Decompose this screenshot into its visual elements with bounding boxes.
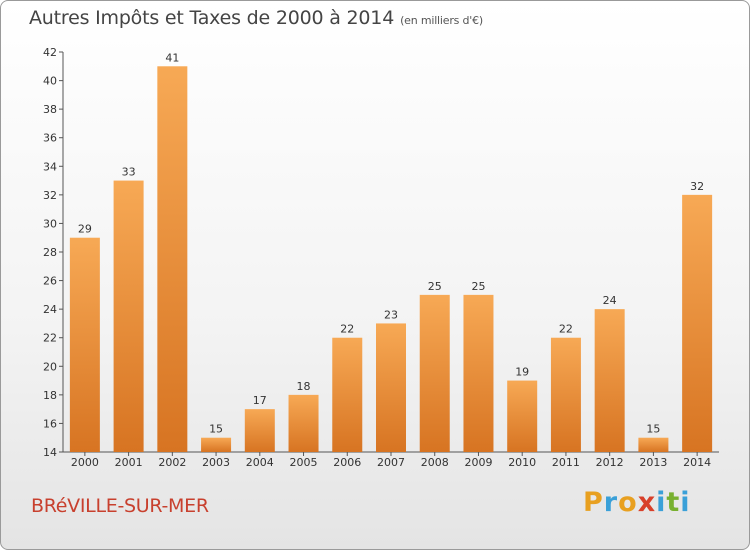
x-tick-label: 2005	[290, 456, 318, 469]
y-tick-label: 18	[43, 389, 57, 402]
x-tick-label: 2012	[596, 456, 624, 469]
bar-value-label: 22	[340, 323, 354, 336]
x-tick-label: 2013	[639, 456, 667, 469]
y-tick-label: 16	[43, 417, 57, 430]
bar-value-label: 25	[428, 280, 442, 293]
bar-value-label: 22	[559, 323, 573, 336]
y-tick-label: 40	[43, 75, 57, 88]
logo-letter: i	[680, 487, 691, 518]
y-tick-label: 22	[43, 332, 57, 345]
y-tick-label: 36	[43, 132, 57, 145]
bar-value-label: 33	[122, 166, 136, 179]
y-tick-label: 28	[43, 246, 57, 259]
bar	[550, 337, 581, 452]
x-tick-label: 2000	[71, 456, 99, 469]
y-tick-label: 14	[43, 446, 57, 459]
y-tick-label: 24	[43, 303, 57, 316]
x-tick-label: 2014	[683, 456, 711, 469]
y-tick-label: 30	[43, 217, 57, 230]
bar-value-label: 17	[253, 394, 267, 407]
bar-value-label: 15	[646, 423, 660, 436]
bar-value-label: 25	[471, 280, 485, 293]
bar-value-label: 24	[603, 294, 617, 307]
commune-name: BRéVILLE-SUR-MER	[31, 495, 209, 517]
bar	[332, 337, 363, 452]
bar	[419, 294, 450, 452]
bar-value-label: 41	[165, 51, 179, 64]
y-tick-label: 34	[43, 160, 57, 173]
bar-value-label: 32	[690, 180, 704, 193]
y-tick-label: 32	[43, 189, 57, 202]
bar-value-label: 15	[209, 423, 223, 436]
logo-letter: x	[637, 487, 657, 518]
bar	[288, 394, 319, 452]
bar	[638, 437, 669, 452]
x-tick-label: 2008	[421, 456, 449, 469]
bar	[594, 309, 625, 452]
y-tick-label: 38	[43, 103, 57, 116]
bar	[69, 237, 100, 452]
x-tick-label: 2001	[115, 456, 143, 469]
proxiti-logo[interactable]: Proxiti	[583, 487, 691, 518]
bar-value-label: 29	[78, 223, 92, 236]
x-tick-label: 2002	[158, 456, 186, 469]
bar	[507, 380, 538, 452]
logo-letter: o	[618, 487, 638, 518]
x-tick-label: 2003	[202, 456, 230, 469]
logo-letter: t	[666, 487, 681, 518]
x-tick-label: 2011	[552, 456, 580, 469]
bar	[113, 180, 144, 453]
bar	[682, 194, 713, 452]
logo-letter: P	[583, 487, 604, 518]
bar	[244, 409, 275, 452]
bar	[157, 66, 188, 453]
chart-subtitle: (en milliers d'€)	[400, 14, 483, 27]
x-tick-label: 2010	[508, 456, 536, 469]
bar-value-label: 23	[384, 308, 398, 321]
bar	[376, 323, 406, 452]
data-labels: 29 33 41 15 17 18 22 23 25 25 19 22 24 15 32	[78, 51, 704, 435]
y-tick-label: 26	[43, 275, 57, 288]
bar-value-label: 19	[515, 366, 529, 379]
logo-letter: i	[656, 487, 667, 518]
bars	[69, 66, 713, 453]
x-tick-label: 2006	[333, 456, 361, 469]
y-tick-label: 20	[43, 360, 57, 373]
logo-letter: r	[603, 487, 619, 518]
chart-title: Autres Impôts et Taxes de 2000 à 2014 (en…	[29, 7, 483, 29]
x-tick-label: 2007	[377, 456, 405, 469]
bar-value-label: 18	[297, 380, 311, 393]
bar	[201, 437, 232, 452]
x-tick-label: 2004	[246, 456, 274, 469]
y-tick-label: 42	[43, 46, 57, 59]
chart-title-text: Autres Impôts et Taxes de 2000 à 2014	[29, 7, 395, 29]
x-tick-label: 2009	[464, 456, 492, 469]
bar	[463, 294, 494, 452]
